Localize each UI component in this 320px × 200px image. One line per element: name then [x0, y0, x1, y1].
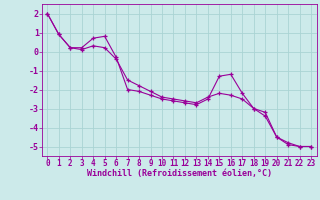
- X-axis label: Windchill (Refroidissement éolien,°C): Windchill (Refroidissement éolien,°C): [87, 169, 272, 178]
